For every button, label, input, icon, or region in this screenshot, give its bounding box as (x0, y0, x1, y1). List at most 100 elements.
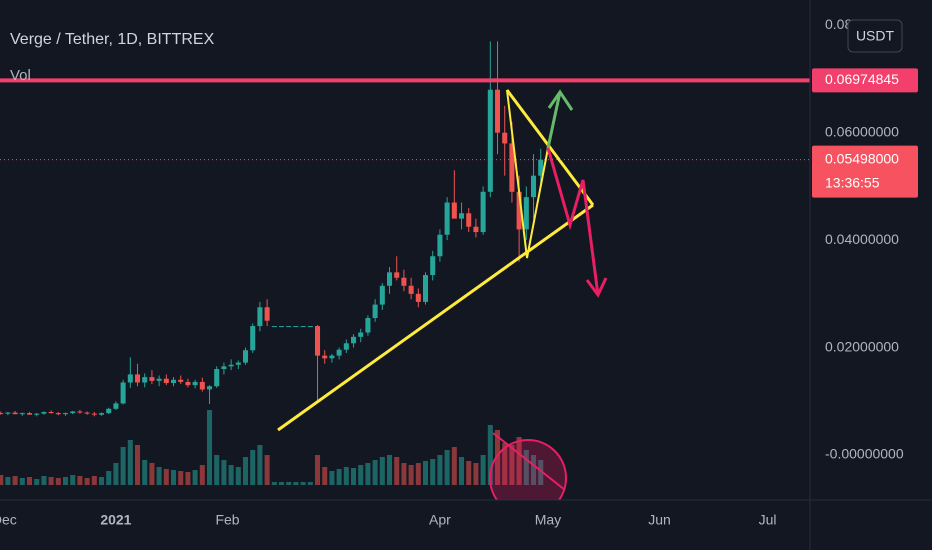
candle-layer (0, 41, 544, 417)
candle-body (487, 89, 493, 192)
y-tick-label: 0.06000000 (825, 123, 899, 139)
currency-button[interactable]: USDT (847, 19, 903, 53)
down-arrow-head (585, 277, 608, 298)
level-label-box (812, 68, 918, 93)
volume-bar (135, 445, 141, 485)
candle-body (495, 89, 501, 133)
candle-body (41, 412, 47, 414)
volume-bar (538, 460, 544, 485)
candle-body (235, 362, 241, 365)
volume-bar (0, 475, 4, 485)
volume-bar (408, 465, 414, 485)
candle-body (12, 412, 18, 415)
candle-body (379, 285, 385, 305)
volume-bar (523, 450, 529, 485)
candle-body (135, 374, 141, 383)
volume-bar (5, 477, 11, 485)
price-label-box (812, 145, 918, 198)
candle-body (178, 379, 184, 382)
volume-bar (91, 476, 97, 485)
x-tick-label: Dec (0, 512, 17, 528)
candle-body (372, 304, 378, 319)
volume-bar (34, 479, 40, 485)
trendline (277, 203, 594, 432)
candle-body (163, 378, 169, 384)
volume-bar (214, 455, 220, 485)
candle-body (106, 408, 112, 414)
volume-bar (48, 477, 54, 485)
candle-body (113, 403, 119, 409)
volume-bar (322, 467, 328, 485)
volume-bar (99, 477, 105, 485)
candle-body (243, 350, 249, 363)
candle-body (185, 381, 191, 386)
button-label[interactable]: USDT (856, 28, 895, 44)
volume-bar (113, 463, 119, 485)
candle-body (0, 413, 4, 415)
volume-bar (163, 469, 169, 485)
volume-bar (437, 455, 443, 485)
volume-layer (0, 410, 544, 485)
candle-body (531, 175, 537, 198)
button-box[interactable] (847, 19, 903, 53)
candle-body (538, 159, 544, 176)
candle-body (459, 213, 465, 219)
volume-bar (106, 471, 112, 485)
candle-body (264, 307, 270, 321)
volume-bar (451, 447, 457, 485)
candle-body (322, 355, 328, 359)
volume-bar (199, 465, 205, 485)
candle-body (351, 336, 357, 344)
candle-body (451, 202, 457, 219)
volume-bar (459, 457, 465, 485)
volume-bar (531, 455, 537, 485)
volume-bar (12, 476, 18, 485)
volume-bar (329, 471, 335, 485)
candle-body (444, 202, 450, 235)
volume-bar (279, 482, 285, 485)
triangle-upper (505, 89, 595, 206)
level-label: 0.06974845 (825, 71, 899, 87)
axes: 0.080000000.060000000.040000000.02000000… (0, 16, 918, 528)
candle-body (516, 191, 522, 230)
volume-bar (27, 477, 33, 485)
candle-body (509, 143, 515, 192)
chart-title: Verge / Tether, 1D, BITTREX (10, 31, 215, 48)
price-label: 0.05498000 (825, 150, 899, 166)
volume-bar (351, 468, 357, 485)
candle-body (358, 332, 364, 337)
candle-body (171, 379, 177, 384)
volume-bar (271, 482, 277, 485)
volume-bar (300, 482, 306, 485)
candle-body (415, 293, 421, 302)
candle-body (430, 256, 436, 276)
candle-body (63, 413, 69, 415)
volume-bar (156, 467, 162, 485)
candle-body (70, 411, 76, 414)
candle-body (365, 318, 371, 333)
candle-body (34, 413, 40, 415)
volume-bar (358, 465, 364, 485)
volume-bar (307, 482, 313, 485)
annotations (0, 78, 810, 161)
volume-bar (264, 455, 270, 485)
volume-bar (516, 437, 522, 485)
up-arrow-head (547, 89, 574, 111)
volume-bar (415, 463, 421, 485)
candle-body (221, 366, 227, 370)
candle-body (343, 343, 349, 350)
volume-bar (502, 443, 508, 485)
volume-bar (466, 461, 472, 485)
volume-bar (250, 450, 256, 485)
volume-bar (19, 478, 25, 485)
volume-bar (228, 465, 234, 485)
candle-body (27, 413, 33, 415)
volume-bar (365, 463, 371, 485)
y-tick-label: 0.04000000 (825, 231, 899, 247)
candle-body (214, 369, 220, 387)
candle-body (502, 132, 508, 144)
candle-body (286, 326, 292, 328)
